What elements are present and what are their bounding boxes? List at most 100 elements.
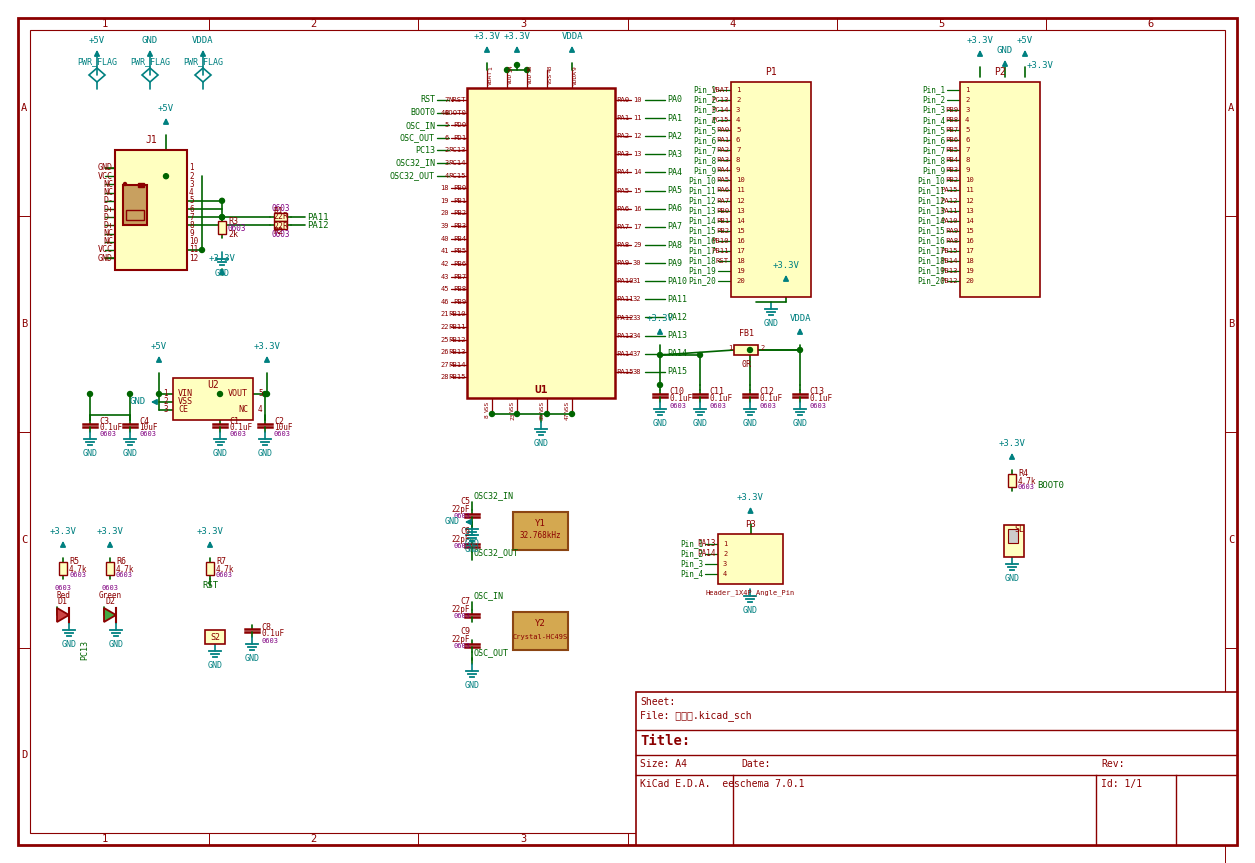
Text: GND: GND [743, 606, 758, 615]
Text: Pin_20: Pin_20 [917, 276, 945, 286]
Text: Pin_6: Pin_6 [693, 135, 717, 145]
Text: GND: GND [245, 654, 260, 663]
Text: PA5: PA5 [715, 178, 729, 184]
Text: RST: RST [420, 96, 435, 104]
Text: 0603: 0603 [453, 543, 471, 549]
Text: PA0: PA0 [715, 127, 729, 133]
Bar [467, 88, 615, 398]
Text: D: D [1227, 751, 1234, 760]
Text: PB0: PB0 [715, 208, 729, 214]
Text: 0603: 0603 [809, 403, 826, 409]
Text: PB11: PB11 [448, 324, 466, 330]
Text: OSC32_OUT: OSC32_OUT [390, 171, 435, 180]
Text: +3.3V: +3.3V [473, 32, 501, 41]
Text: Pin_5: Pin_5 [922, 126, 945, 135]
Text: 12: 12 [965, 198, 974, 204]
Text: PA3: PA3 [616, 151, 629, 157]
Text: 2: 2 [965, 97, 969, 103]
Text: Pin_19: Pin_19 [917, 267, 945, 275]
Text: C: C [1227, 535, 1234, 545]
Text: PA2: PA2 [715, 148, 729, 154]
Text: GND: GND [446, 518, 461, 526]
Text: B: B [1227, 319, 1234, 329]
Text: 8: 8 [190, 221, 193, 230]
Text: PA7: PA7 [666, 223, 681, 231]
Bar [205, 630, 225, 644]
Text: 12: 12 [735, 198, 744, 204]
Text: 39: 39 [441, 224, 449, 229]
Text: 6: 6 [965, 137, 969, 143]
Text: 4: 4 [444, 173, 449, 179]
Text: +3.3V: +3.3V [197, 527, 223, 536]
Circle shape [658, 382, 663, 387]
Text: 7: 7 [965, 148, 969, 154]
Text: GND: GND [98, 163, 113, 173]
Text: Pin_16: Pin_16 [688, 236, 717, 245]
Text: 48: 48 [548, 64, 553, 72]
Text: 5: 5 [735, 127, 740, 133]
Text: 0.1uF: 0.1uF [809, 394, 832, 404]
Text: 7: 7 [190, 212, 193, 222]
Circle shape [88, 392, 93, 396]
Text: C13: C13 [809, 387, 825, 396]
Text: PD0: PD0 [453, 123, 466, 129]
Text: 20: 20 [441, 211, 449, 217]
Text: PA13: PA13 [616, 332, 634, 338]
Text: 0.1uF: 0.1uF [709, 394, 732, 404]
Text: 13: 13 [965, 208, 974, 214]
Text: PB5: PB5 [945, 148, 958, 154]
Polygon shape [56, 608, 69, 622]
Text: 44: 44 [441, 110, 449, 116]
Text: 0.1uF: 0.1uF [228, 424, 252, 432]
Text: 9: 9 [735, 167, 740, 173]
Text: C10: C10 [669, 387, 684, 396]
Text: Pin_11: Pin_11 [688, 186, 717, 195]
Text: GND: GND [792, 419, 807, 428]
Text: 0603: 0603 [759, 403, 776, 409]
Text: 38: 38 [633, 369, 641, 375]
Text: PA13: PA13 [698, 539, 717, 549]
Text: Pin_8: Pin_8 [922, 156, 945, 165]
Bar [123, 185, 147, 225]
Text: 0.1uF: 0.1uF [261, 629, 284, 639]
Text: Pin_2: Pin_2 [922, 96, 945, 104]
Text: Pin_2: Pin_2 [680, 550, 703, 558]
Text: 29: 29 [633, 242, 641, 248]
Text: 10: 10 [735, 178, 744, 184]
Text: GND: GND [464, 545, 479, 554]
Text: GND: GND [464, 539, 479, 548]
Text: 17: 17 [965, 248, 974, 254]
Text: 3: 3 [520, 834, 526, 844]
Text: OSC_IN: OSC_IN [474, 591, 505, 600]
Text: Pin_18: Pin_18 [917, 256, 945, 265]
Text: PA1: PA1 [666, 114, 681, 123]
Text: VSS: VSS [565, 400, 570, 412]
Text: D2: D2 [105, 597, 115, 607]
Text: +5V: +5V [1017, 36, 1033, 45]
Text: 22R: 22R [274, 212, 289, 221]
Text: KiCad E.D.A.  eeschema 7.0.1: KiCad E.D.A. eeschema 7.0.1 [640, 779, 804, 789]
Text: Pin_9: Pin_9 [693, 166, 717, 175]
Text: VDDA: VDDA [574, 71, 579, 85]
Text: Pin_2: Pin_2 [693, 96, 717, 104]
Text: PB4: PB4 [945, 157, 958, 163]
Text: 5: 5 [190, 196, 193, 205]
Text: Pin_4: Pin_4 [680, 570, 703, 578]
Text: C12: C12 [759, 387, 774, 396]
Text: 4: 4 [729, 834, 735, 844]
Text: PA6: PA6 [616, 205, 629, 211]
Text: 20: 20 [965, 278, 974, 284]
Text: RST: RST [715, 258, 729, 264]
Text: 4: 4 [723, 571, 727, 577]
Text: PA3: PA3 [715, 157, 729, 163]
Text: PB7: PB7 [453, 274, 466, 280]
Text: PB1: PB1 [715, 217, 729, 224]
Text: RST: RST [202, 582, 218, 590]
Text: 0603: 0603 [453, 643, 471, 649]
Text: D-: D- [103, 196, 113, 205]
Text: 19: 19 [441, 198, 449, 204]
Text: 5: 5 [259, 389, 262, 399]
Bar [730, 82, 811, 297]
Text: 0603: 0603 [669, 403, 686, 409]
Text: Pin_7: Pin_7 [922, 146, 945, 154]
